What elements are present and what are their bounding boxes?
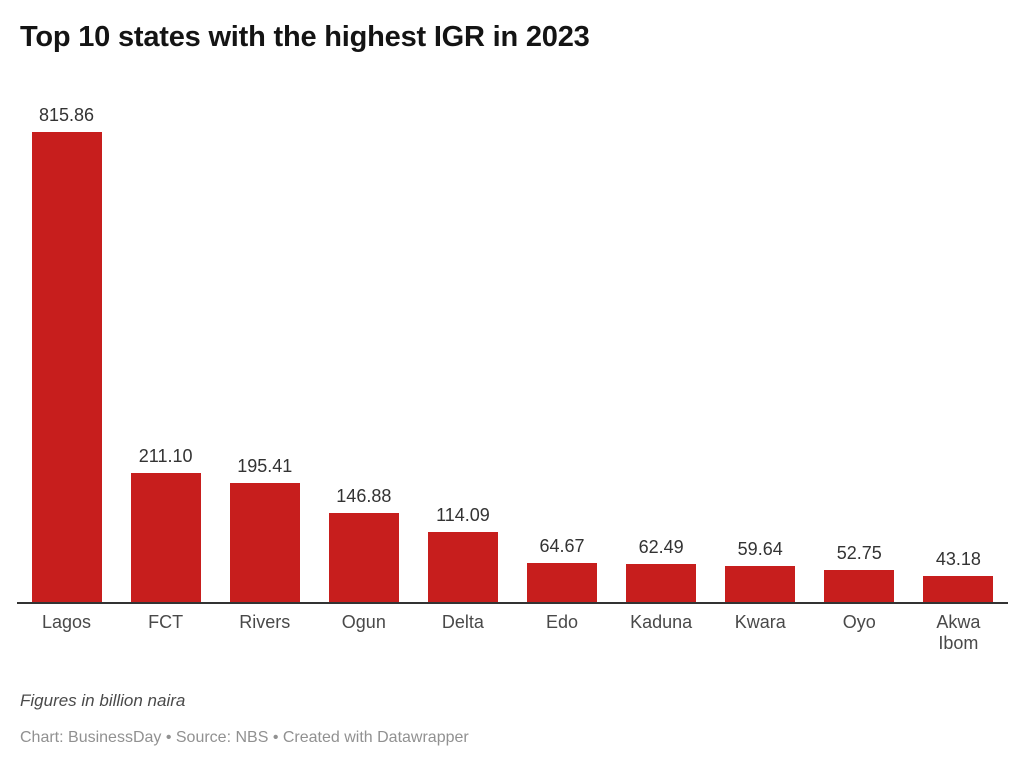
bar-column: 43.18 [909,105,1008,602]
bar [130,473,201,602]
bar-value-label: 64.67 [539,536,585,556]
bar-value-label: 52.75 [836,543,882,563]
bar-column: 52.75 [810,105,909,602]
bar-column: 62.49 [612,105,711,602]
x-axis-labels: Lagos FCT Rivers Ogun Delta Edo Kaduna Kwara Oyo… [17,604,1008,656]
x-axis-label: Kwara [734,612,786,632]
x-axis-label: Delta [441,612,484,632]
x-axis-label: Rivers [239,612,291,632]
chart-title: Top 10 states with the highest IGR in 20… [20,21,590,53]
x-axis-label: Oyo [842,612,876,632]
x-axis-label: Lagos [42,612,92,632]
x-axis-label: Akwa Ibom [936,612,981,653]
bar-value-label: 195.41 [237,456,293,476]
chart-note: Figures in billion naira [20,691,186,710]
bar-column: 195.41 [215,105,314,602]
bar-column: 114.09 [413,105,512,602]
x-axis-label: Ogun [341,612,386,632]
bar-value-label: 114.09 [436,505,490,525]
bar-column: 211.10 [116,105,215,602]
bar [626,564,697,602]
bar [923,576,994,602]
bar [824,570,895,602]
bar [427,532,498,602]
bar-value-label: 146.88 [336,486,392,506]
bar [328,513,399,602]
bar-value-label: 43.18 [935,549,981,569]
x-axis-label: Kaduna [630,612,693,632]
bar-value-label: 211.10 [138,446,193,466]
plot-area: 815.86 211.10 195.41 146.88 114.09 64.67 62.49… [17,105,1008,604]
bar-column: 64.67 [512,105,611,602]
bar-column: 146.88 [314,105,413,602]
bar-value-label: 59.64 [737,539,783,559]
bar-value-label: 815.86 [39,105,95,125]
x-axis-label: FCT [148,612,184,632]
bar [527,563,598,602]
bar-column: 815.86 [17,105,116,602]
x-axis-label: Edo [546,612,579,632]
chart-credit: Chart: BusinessDay • Source: NBS • Creat… [20,729,469,746]
bar [725,566,796,602]
bar-value-label: 62.49 [638,537,684,557]
bar-column: 59.64 [711,105,810,602]
bar [229,483,300,602]
bar [31,132,102,602]
